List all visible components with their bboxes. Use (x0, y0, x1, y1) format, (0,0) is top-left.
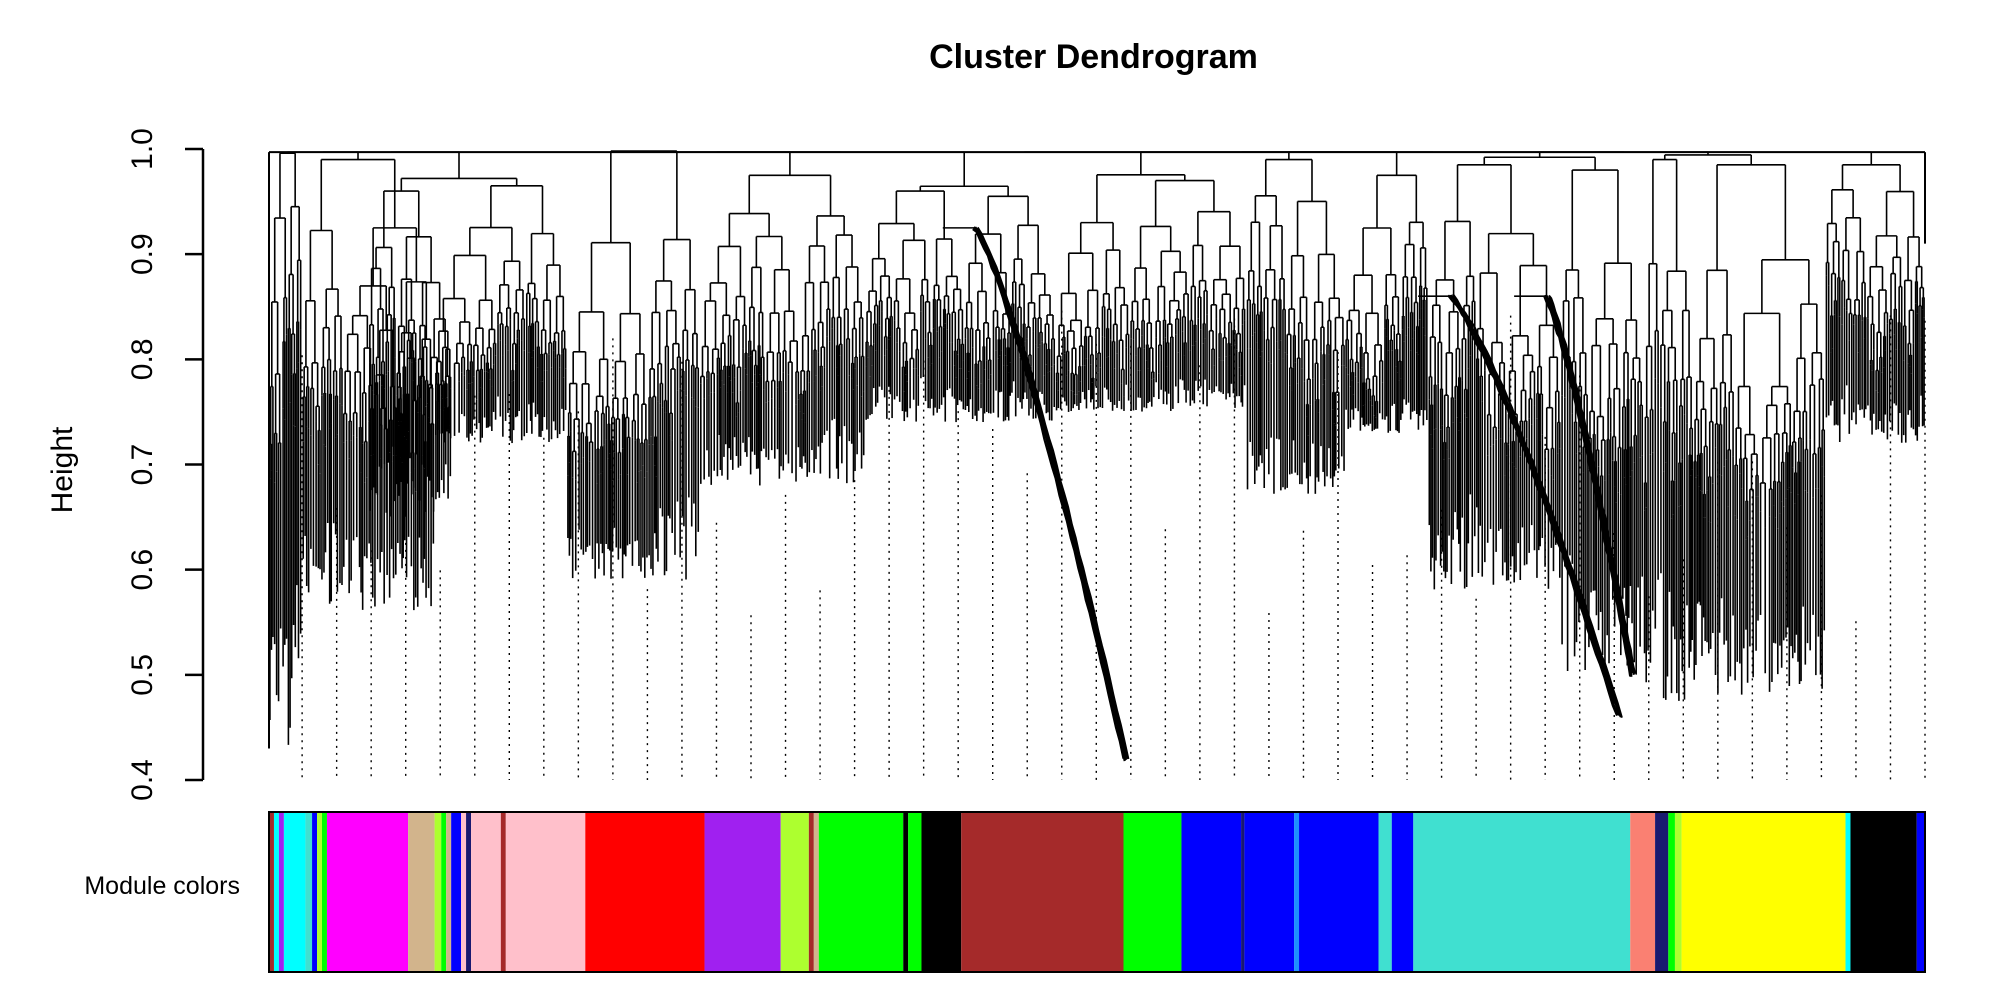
module-color-segment (1378, 812, 1392, 972)
module-color-segment (1241, 812, 1245, 972)
cluster-c6 (700, 174, 865, 486)
y-tick-label: 0.4 (126, 759, 159, 801)
module-color-segment (908, 812, 922, 972)
module-color-segment (500, 812, 506, 972)
module-color-segment (321, 812, 327, 972)
module-color-segment (441, 812, 447, 972)
module-color-segment (903, 812, 909, 972)
module-color-segment (1850, 812, 1917, 972)
module-color-segment (312, 812, 318, 972)
module-color-segment (1655, 812, 1669, 972)
cluster-c5 (567, 150, 700, 580)
module-color-segment (283, 812, 306, 972)
module-color-segment (1123, 812, 1182, 972)
module-color-segment (317, 812, 322, 972)
module-color-segment (704, 812, 781, 972)
y-tick-label: 0.9 (126, 233, 159, 275)
module-color-segment (780, 812, 809, 972)
deep-branch-d1 (942, 226, 1130, 762)
y-axis: 0.4 0.5 0.6 0.7 0.8 0.9 1.0 (126, 128, 205, 801)
cluster-c16 (1693, 163, 1826, 695)
cluster-c11 (1246, 158, 1345, 494)
y-tick-label: 0.6 (126, 549, 159, 591)
module-color-segment (921, 812, 962, 972)
module-color-segment (1630, 812, 1656, 972)
module-color-segment (408, 812, 435, 972)
cluster-c14 (1561, 169, 1644, 675)
module-color-segment (813, 812, 819, 972)
module-color-segment (1413, 812, 1631, 972)
module-color-segment (1299, 812, 1379, 972)
module-color-segment (434, 812, 442, 972)
y-tick-label: 1.0 (126, 128, 159, 170)
y-axis-title: Height (46, 426, 79, 513)
deep-branch-stroke (976, 226, 1130, 760)
deep-branch-stroke (1448, 294, 1620, 716)
module-colors-bar (268, 811, 1926, 973)
module-color-segment (505, 812, 586, 972)
module-color-segment (305, 812, 313, 972)
cluster-c13 (1428, 163, 1561, 590)
cluster-c3 (369, 190, 452, 517)
module-color-segment (446, 812, 452, 972)
chart-title: Cluster Dendrogram (929, 38, 1258, 76)
module-color-segment (1391, 812, 1414, 972)
cluster-c9 (1055, 221, 1130, 412)
cluster-c15 (1643, 158, 1694, 701)
module-color-segment (269, 812, 274, 972)
cluster-c10 (1130, 179, 1246, 412)
cluster-c1 (269, 152, 302, 745)
module-color-segment (818, 812, 904, 972)
module-colors-label: Module colors (84, 872, 240, 900)
module-color-segment (1674, 812, 1682, 972)
y-tick-label: 0.5 (126, 654, 159, 696)
module-color-segment (1294, 812, 1300, 972)
module-color-segment (1845, 812, 1851, 972)
module-color-segment (461, 812, 467, 972)
module-colors-frame (268, 811, 1926, 973)
module-color-segment (326, 812, 409, 972)
module-color-segment (1681, 812, 1846, 972)
cluster-c17 (1825, 163, 1925, 443)
deep-branch-d2 (1418, 293, 1623, 719)
cluster-c4 (435, 185, 567, 444)
module-color-segment (1916, 812, 1925, 972)
cluster-c7 (865, 190, 965, 423)
y-tick-label: 0.8 (126, 338, 159, 380)
deep-branch-stroke (1545, 296, 1634, 674)
deep-branch-stroke (1548, 294, 1637, 674)
cluster-c12 (1345, 174, 1428, 433)
module-color-segment (471, 812, 501, 972)
deep-branch-stroke (1449, 294, 1621, 716)
deep-branch-d3 (1514, 294, 1637, 677)
module-color-segment (585, 812, 705, 972)
module-color-segment (451, 812, 462, 972)
y-tick-label: 0.7 (126, 444, 159, 486)
deep-branch-stroke (1452, 293, 1623, 719)
module-color-segment (278, 812, 284, 972)
module-color-segment (1244, 812, 1295, 972)
module-color-segment (808, 812, 814, 972)
module-color-segment (466, 812, 472, 972)
module-color-segment (1668, 812, 1675, 972)
module-color-segment (273, 812, 279, 972)
module-color-segment (1181, 812, 1242, 972)
dendrogram-tree (268, 150, 1926, 762)
module-color-segment (961, 812, 1124, 972)
